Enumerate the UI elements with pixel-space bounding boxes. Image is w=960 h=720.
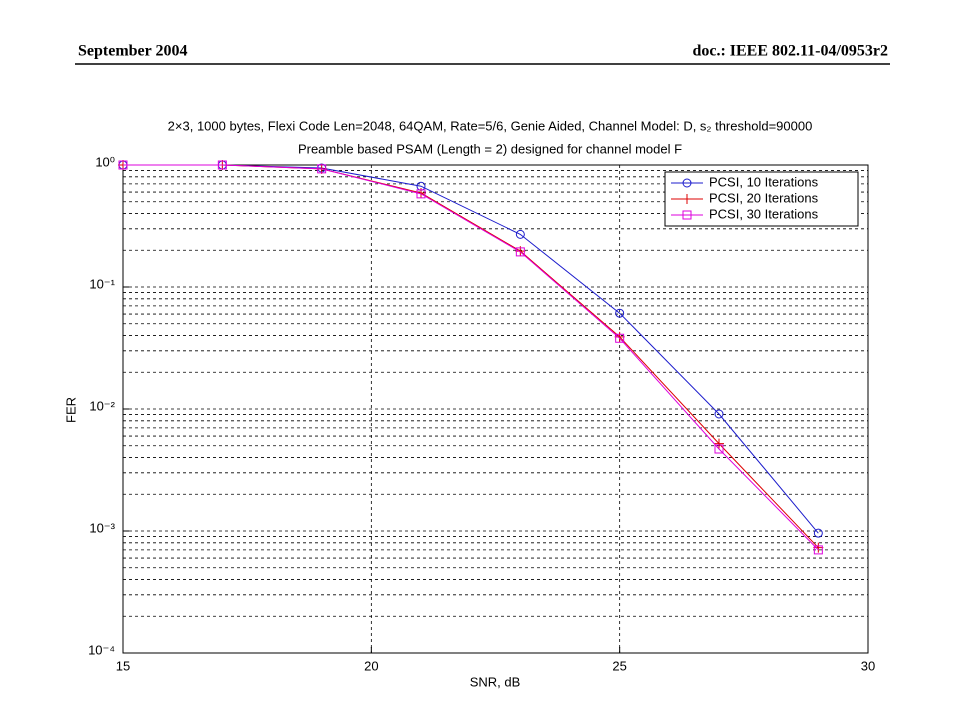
data-point bbox=[118, 160, 128, 170]
data-point bbox=[416, 189, 426, 199]
legend-label: PCSI, 20 Iterations bbox=[709, 190, 819, 205]
data-point bbox=[714, 438, 724, 449]
data-point bbox=[615, 333, 625, 343]
x-tick-label: 25 bbox=[612, 658, 626, 673]
header-date: September 2004 bbox=[78, 43, 187, 60]
plot-frame bbox=[122, 164, 869, 654]
data-point bbox=[615, 308, 625, 318]
x-axis-label: SNR, dB bbox=[470, 674, 521, 689]
legend-label: PCSI, 30 Iterations bbox=[709, 206, 819, 221]
y-tick-label: 10⁰ bbox=[95, 154, 115, 169]
data-point bbox=[317, 164, 327, 174]
legend-marker bbox=[682, 194, 692, 204]
x-tick-label: 20 bbox=[364, 658, 378, 673]
data-point bbox=[515, 229, 525, 239]
chart-title: 2×3, 1000 bytes, Flexi Code Len=2048, 64… bbox=[168, 118, 813, 133]
legend-label: PCSI, 10 Iterations bbox=[709, 174, 819, 189]
data-point bbox=[515, 247, 525, 257]
x-tick-label: 15 bbox=[116, 658, 130, 673]
chart-subtitle: Preamble based PSAM (Length = 2) designe… bbox=[298, 141, 682, 156]
header-doc: doc.: IEEE 802.11-04/0953r2 bbox=[692, 43, 888, 60]
x-tick-label: 30 bbox=[861, 658, 875, 673]
y-tick-label: 10⁻² bbox=[89, 398, 115, 413]
legend-marker bbox=[682, 178, 692, 188]
data-point bbox=[217, 160, 227, 170]
y-tick-label: 10⁻¹ bbox=[89, 276, 115, 291]
data-point bbox=[813, 528, 823, 538]
y-tick-label: 10⁻³ bbox=[89, 520, 115, 535]
data-point bbox=[714, 409, 724, 419]
data-point bbox=[614, 331, 625, 342]
y-tick-label: 10⁻⁴ bbox=[88, 642, 115, 657]
data-point bbox=[813, 545, 823, 555]
data-point bbox=[813, 542, 824, 553]
data-point bbox=[714, 444, 724, 454]
legend-marker bbox=[682, 210, 692, 220]
y-axis-label: FER bbox=[63, 397, 78, 423]
series-line bbox=[123, 164, 819, 551]
